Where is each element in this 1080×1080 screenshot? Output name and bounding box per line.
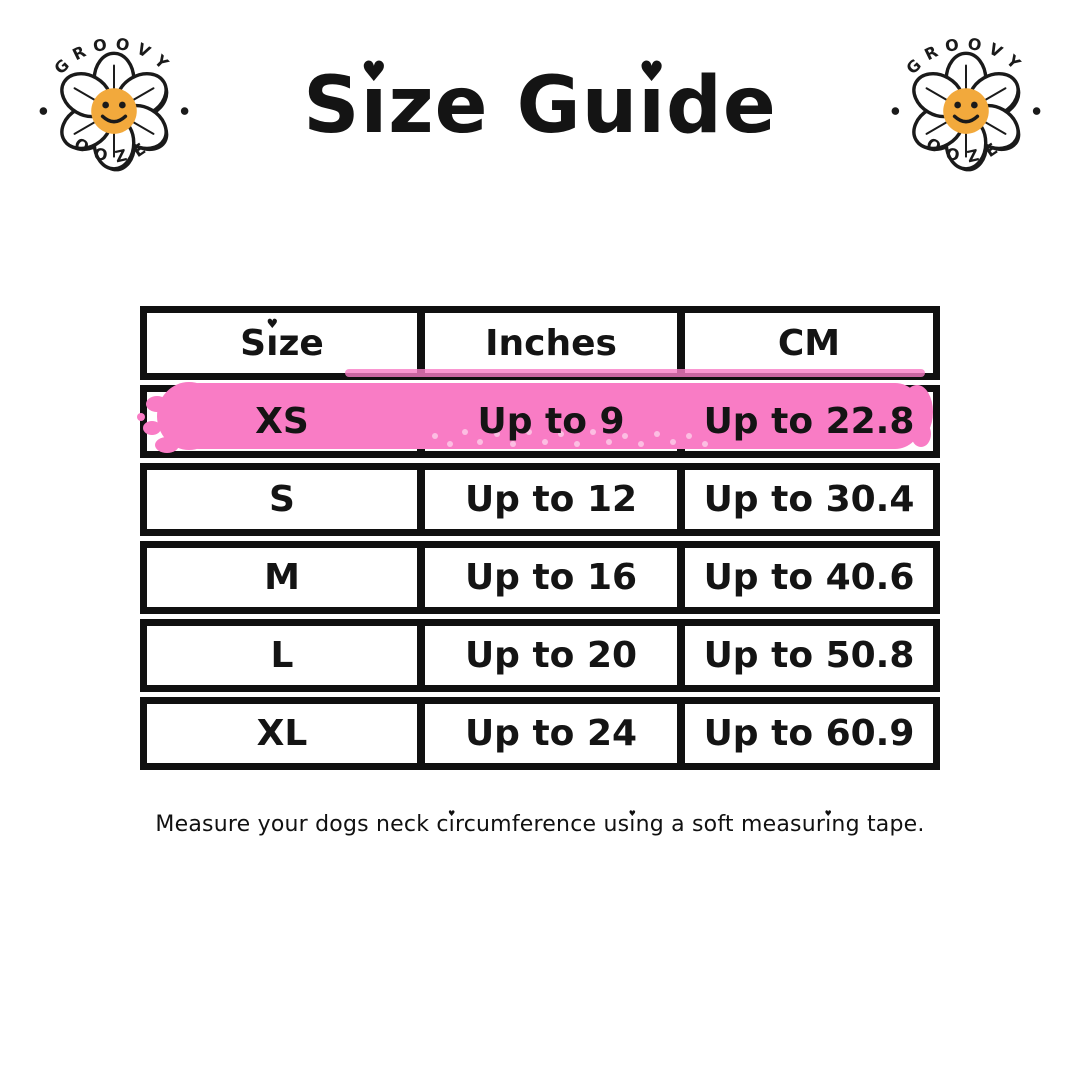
header-cell-inches: Inches — [417, 313, 677, 373]
cell-text: S — [269, 479, 295, 520]
table-row-s: S Up to 12 Up to 30.4 — [140, 463, 940, 536]
daisy-flower-icon: GROOVY OOZE — [891, 34, 1041, 172]
cell-inches: Up to 24 — [417, 704, 677, 763]
cell-size: M — [147, 548, 417, 607]
cell-cm: Up to 60.9 — [677, 704, 933, 763]
cell-text: XL — [256, 713, 308, 754]
brand-logo-right: GROOVY OOZE — [890, 26, 1042, 187]
side-dots — [39, 107, 189, 115]
cell-size: S — [147, 470, 417, 529]
cell-text: Up to 24 — [464, 713, 638, 754]
cell-size: XL — [147, 704, 417, 763]
cell-cm: Up to 30.4 — [677, 470, 933, 529]
header-label: CM — [777, 322, 841, 364]
cell-text: Up to 50.8 — [703, 635, 915, 676]
cell-inches: Up to 9 — [417, 392, 677, 451]
table-row-xl: XL Up to 24 Up to 60.9 — [140, 697, 940, 770]
smiley-face-icon — [952, 101, 980, 124]
cell-inches: Up to 16 — [417, 548, 677, 607]
cell-text: Up to 30.4 — [703, 479, 915, 520]
cell-text: Up to 16 — [464, 557, 638, 598]
cell-inches: Up to 12 — [417, 470, 677, 529]
cell-cm: Up to 40.6 — [677, 548, 933, 607]
brand-logo-left: GROOVY OOZE — [38, 26, 190, 187]
header-cell-size: Sı ♥ ze — [147, 313, 417, 373]
cell-text: Up to 60.9 — [703, 713, 915, 754]
flower-center — [943, 88, 989, 134]
cell-text: Up to 12 — [464, 479, 638, 520]
cell-text: L — [270, 635, 294, 676]
cell-text: Up to 22.8 — [703, 401, 915, 442]
cell-text: Up to 9 — [477, 401, 625, 442]
side-dots — [891, 107, 1041, 115]
table-header-row: Sı ♥ ze Inches CM — [140, 306, 940, 380]
cell-cm: Up to 22.8 — [677, 392, 933, 451]
table-row-m: M Up to 16 Up to 40.6 — [140, 541, 940, 614]
page-title: Sı ♥ ze Guı ♥ de — [303, 54, 777, 151]
smiley-face-icon — [100, 101, 128, 124]
header-label: Inches — [485, 322, 617, 364]
cell-cm: Up to 50.8 — [677, 626, 933, 685]
header-label: Sı ♥ ze — [240, 316, 324, 364]
flower-center — [91, 88, 137, 134]
size-table: Sı ♥ ze Inches CM XS Up to 9 Up to 22.8 — [137, 306, 940, 775]
cell-text: XS — [255, 401, 309, 442]
cell-text: Up to 40.6 — [703, 557, 915, 598]
header-cell-cm: CM — [677, 313, 933, 373]
cell-size: XS — [147, 392, 417, 451]
cell-text: Up to 20 — [464, 635, 638, 676]
cell-inches: Up to 20 — [417, 626, 677, 685]
table-row-xs: XS Up to 9 Up to 22.8 — [140, 385, 940, 458]
cell-size: L — [147, 626, 417, 685]
footer-note: Measure your dogs neck cı ♥ rcumference us… — [155, 808, 925, 837]
table-row-l: L Up to 20 Up to 50.8 — [140, 619, 940, 692]
cell-text: M — [264, 557, 300, 598]
daisy-flower-icon: GROOVY OOZE — [39, 34, 189, 172]
